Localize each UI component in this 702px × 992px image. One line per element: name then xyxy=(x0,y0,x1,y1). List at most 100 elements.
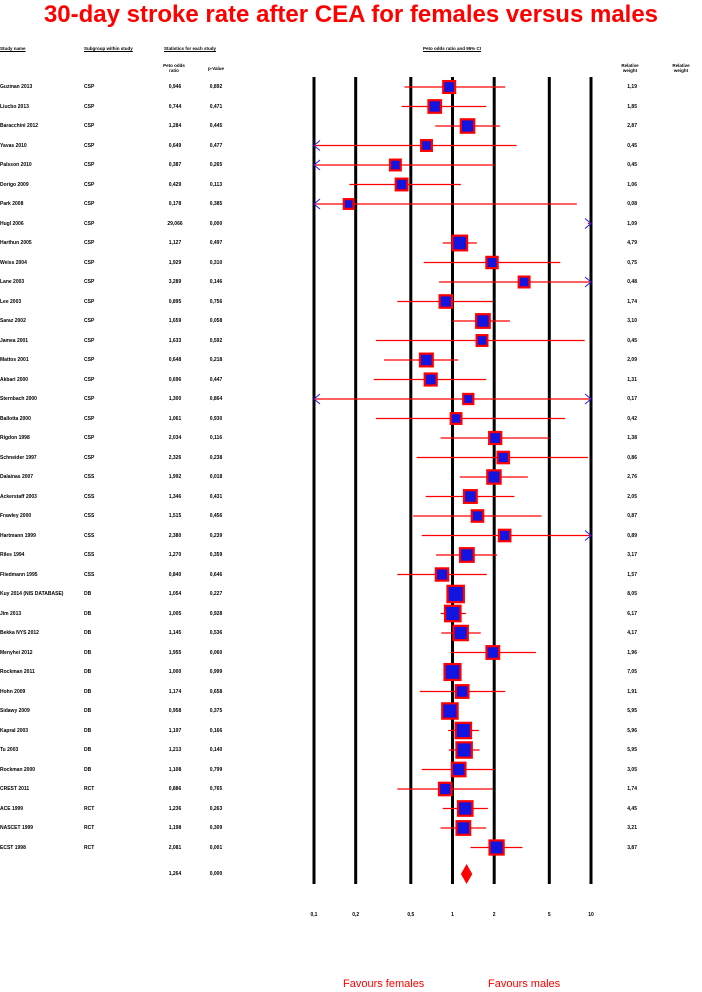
study-subgroup: CSS xyxy=(84,513,95,519)
study-relative-weight: 3,17 xyxy=(627,552,637,558)
study-p-value: 0,445 xyxy=(209,123,223,129)
study-peto-or: 0,886 xyxy=(168,786,182,792)
study-subgroup: DB xyxy=(84,591,92,597)
study-relative-weight: 1,74 xyxy=(627,786,637,792)
point-estimate-box xyxy=(454,684,470,699)
study-peto-or: 1,515 xyxy=(168,513,182,519)
study-peto-or: 0,648 xyxy=(168,357,182,363)
study-p-value: 0,113 xyxy=(209,181,223,188)
point-estimate-box xyxy=(451,234,469,252)
study-p-value: 0,146 xyxy=(209,279,223,285)
study-relative-weight: 7,05 xyxy=(627,669,637,675)
point-estimate-box xyxy=(394,177,409,192)
ci-arrow-right xyxy=(584,276,592,288)
study-peto-or: 2,081 xyxy=(168,844,182,851)
study-subgroup: CSP xyxy=(84,220,95,227)
ci-arrow-left xyxy=(313,140,321,151)
study-name: Rigdon 1998 xyxy=(0,435,30,441)
study-peto-or: 3,289 xyxy=(168,279,182,285)
study-name: Dalainas 2007 xyxy=(0,474,34,480)
study-relative-weight: 1,96 xyxy=(627,649,637,656)
study-subgroup: CSP xyxy=(84,376,95,383)
study-p-value: 0,431 xyxy=(209,493,223,500)
study-name: ACE 1999 xyxy=(0,805,24,812)
study-peto-or: 0,946 xyxy=(168,84,182,90)
study-relative-weight: 0,42 xyxy=(627,415,637,422)
study-subgroup: DB xyxy=(84,649,92,656)
point-estimate-box xyxy=(441,702,459,720)
page-title: 30-day stroke rate after CEA for females… xyxy=(43,1,659,28)
study-peto-or: 0,744 xyxy=(168,103,182,110)
header-plot: Peto odds ratio and 95% CI xyxy=(423,46,482,51)
study-name: Rockman 2011 xyxy=(0,669,35,675)
point-estimate-box xyxy=(488,430,503,446)
study-relative-weight: 1,91 xyxy=(627,688,637,695)
study-peto-or: 1,000 xyxy=(168,669,182,675)
study-name: Harthun 2005 xyxy=(0,240,32,246)
study-relative-weight: 1,57 xyxy=(627,571,637,578)
study-name: Hugl 2006 xyxy=(0,220,24,227)
study-subgroup: CSP xyxy=(84,201,95,207)
x-tick-label: 0,2 xyxy=(352,912,359,918)
study-p-value: 0,263 xyxy=(209,805,223,812)
favours-females-label: Favours females xyxy=(343,978,425,990)
x-tick-label: 1 xyxy=(451,912,454,918)
point-estimate-box xyxy=(517,275,531,289)
study-name: NASCET 1999 xyxy=(0,825,34,831)
study-peto-or: 0,696 xyxy=(168,376,182,383)
study-peto-or: 0,387 xyxy=(168,162,182,168)
study-name: Liucbo 2013 xyxy=(0,103,29,110)
study-peto-or: 1,992 xyxy=(168,474,182,480)
study-subgroup: DB xyxy=(84,610,92,617)
study-peto-or: 0,840 xyxy=(168,571,182,578)
study-relative-weight: 6,17 xyxy=(627,610,637,617)
study-relative-weight: 4,17 xyxy=(627,630,637,636)
study-p-value: 0,239 xyxy=(209,532,223,539)
study-peto-or: 1,300 xyxy=(168,396,182,402)
point-estimate-box xyxy=(443,662,462,682)
study-p-value: 0,116 xyxy=(209,435,223,441)
point-estimate-box xyxy=(446,584,465,604)
study-name: Kuy 2014 (NIS DATABASE) xyxy=(0,591,64,597)
study-name: Tu 2003 xyxy=(0,747,19,753)
ci-arrow-right xyxy=(584,530,592,541)
study-name: Bekka NYS 2012 xyxy=(0,630,39,636)
summary-p-value: 0,000 xyxy=(209,871,223,877)
point-estimate-box xyxy=(437,781,453,797)
header-relative-weight: Relative weight xyxy=(621,63,639,73)
study-name: Riles 1994 xyxy=(0,552,25,558)
x-tick-label: 0,5 xyxy=(407,912,414,918)
study-p-value: 0,375 xyxy=(209,708,223,714)
ci-arrow-left xyxy=(313,159,321,171)
study-relative-weight: 1,06 xyxy=(627,181,637,188)
study-p-value: 0,310 xyxy=(209,259,223,266)
study-relative-weight: 3,05 xyxy=(627,766,637,773)
study-relative-weight: 0,45 xyxy=(627,337,637,344)
point-estimate-box xyxy=(454,721,473,740)
point-estimate-box xyxy=(438,294,454,309)
point-estimate-box xyxy=(449,412,463,425)
study-p-value: 0,456 xyxy=(209,513,223,519)
x-tick-label: 2 xyxy=(493,912,496,918)
study-peto-or: 1,633 xyxy=(168,337,182,344)
study-subgroup: CSP xyxy=(84,279,95,285)
study-relative-weight: 1,19 xyxy=(627,84,637,90)
point-estimate-box xyxy=(418,352,434,368)
study-name: Jamea 2001 xyxy=(0,337,29,344)
study-peto-or: 1,198 xyxy=(168,825,182,831)
study-peto-or: 1,236 xyxy=(168,805,182,812)
point-estimate-box xyxy=(450,761,467,778)
study-name: Yavas 2010 xyxy=(0,142,27,149)
point-estimate-box xyxy=(342,198,355,210)
study-peto-or: 1,197 xyxy=(168,727,182,734)
study-peto-or: 0,958 xyxy=(168,708,182,714)
study-name: Lane 2003 xyxy=(0,279,25,285)
study-name: Frawley 2000 xyxy=(0,513,32,519)
study-subgroup: DB xyxy=(84,766,92,773)
point-estimate-box xyxy=(452,624,469,642)
study-subgroup: CSS xyxy=(84,493,95,500)
study-name: Rockman 2000 xyxy=(0,766,36,773)
study-peto-or: 1,174 xyxy=(168,688,182,695)
header-relative-weight-2: Relative weight xyxy=(672,63,690,73)
